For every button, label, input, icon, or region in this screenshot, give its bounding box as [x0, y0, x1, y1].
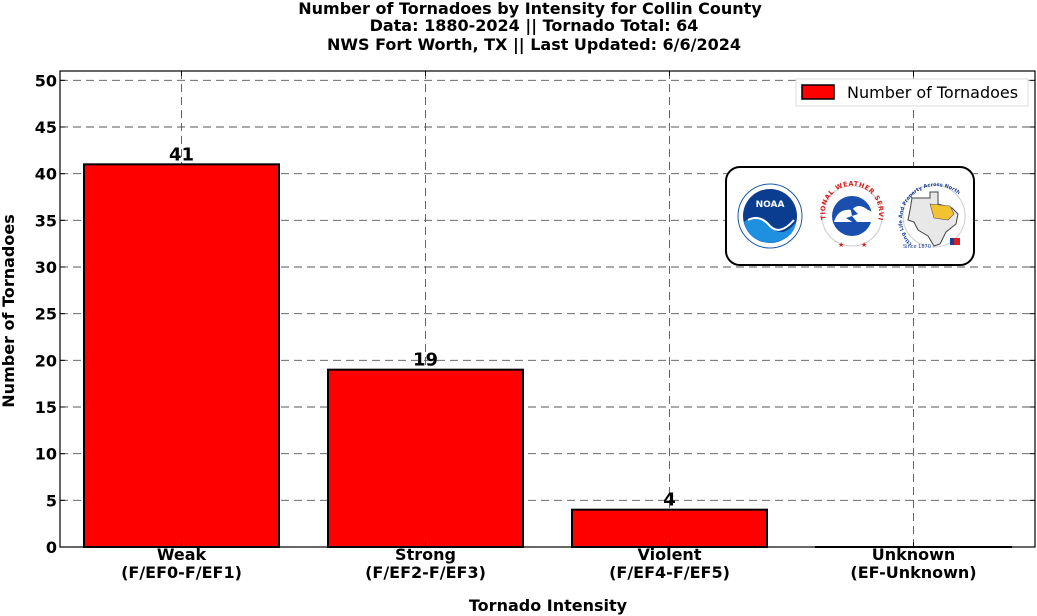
title-line-2: Data: 1880-2024 || Tornado Total: 64 — [370, 16, 699, 36]
plot-frame — [59, 70, 1036, 548]
y-tick-label: 5 — [46, 491, 57, 510]
legend-swatch — [801, 84, 835, 100]
x-axis-ticks: Weak (F/EF0-F/EF1) Strong (F/EF2-F/EF3) Viol… — [121, 71, 977, 582]
nws-star-left: ★ — [838, 241, 844, 249]
data-label: 19 — [413, 350, 438, 371]
x-tick-label-line: (F/EF2-F/EF3) — [365, 563, 486, 582]
y-axis-ticks: 0 5 10 15 20 25 30 35 40 45 50 — [35, 71, 1035, 557]
y-tick-label: 10 — [35, 445, 57, 464]
x-tick-label-line: (F/EF4-F/EF5) — [609, 563, 730, 582]
y-tick-label: 35 — [35, 211, 57, 230]
noaa-logo: NOAA — [737, 183, 803, 249]
y-tick-label: 0 — [46, 538, 57, 557]
x-tick-label: Weak (F/EF0-F/EF1) — [121, 545, 242, 582]
x-tick-label: Strong (F/EF2-F/EF3) — [365, 545, 486, 582]
bar — [571, 508, 768, 548]
data-label: 41 — [169, 144, 194, 165]
x-tick-label-line: (F/EF0-F/EF1) — [121, 563, 242, 582]
y-tick-label: 25 — [35, 305, 57, 324]
y-tick-label: 45 — [35, 118, 57, 137]
x-axis-label: Tornado Intensity — [469, 596, 628, 615]
y-tick-label: 15 — [35, 398, 57, 417]
legend-label: Number of Tornadoes — [847, 83, 1018, 102]
chart-title: Number of Tornadoes by Intensity for Col… — [298, 0, 762, 55]
nws-star-right: ★ — [861, 241, 867, 249]
x-tick-label-line: Strong — [395, 545, 456, 564]
y-tick-label: 50 — [35, 71, 57, 90]
bar — [327, 368, 524, 548]
data-label: 4 — [663, 490, 676, 511]
x-tick-label: Unknown (EF-Unknown) — [850, 545, 976, 582]
x-tick-label-line: (EF-Unknown) — [850, 563, 976, 582]
data-labels: 41 19 4 — [169, 144, 676, 510]
y-tick-label: 20 — [35, 351, 57, 370]
y-tick-label: 40 — [35, 165, 57, 184]
legend: Number of Tornadoes — [795, 78, 1029, 107]
x-tick-label-line: Unknown — [872, 545, 956, 564]
title-line-3: NWS Fort Worth, TX || Last Updated: 6/6/… — [327, 35, 741, 55]
noaa-logo-text: NOAA — [756, 200, 785, 210]
x-tick-label-line: Violent — [638, 545, 702, 564]
title-line-1: Number of Tornadoes by Intensity for Col… — [298, 0, 762, 18]
x-tick-label-line: Weak — [157, 545, 207, 564]
y-axis-label: Number of Tornadoes — [0, 214, 18, 407]
y-tick-label: 30 — [35, 258, 57, 277]
fwd-since-text: Since 1870 — [903, 244, 931, 250]
bar — [83, 163, 280, 548]
x-tick-label: Violent (F/EF4-F/EF5) — [609, 545, 730, 582]
